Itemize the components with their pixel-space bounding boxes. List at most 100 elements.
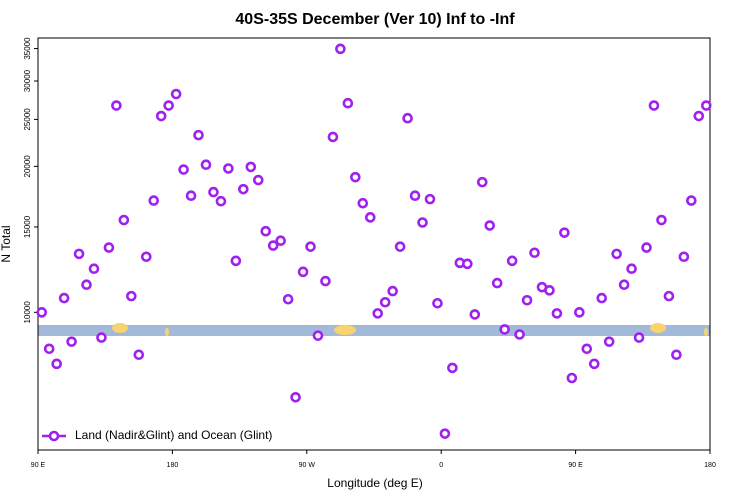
data-point — [170, 88, 182, 100]
data-point — [230, 255, 242, 267]
x-tick-label: 90 E — [568, 462, 583, 469]
data-point — [185, 190, 197, 202]
data-point — [693, 110, 705, 122]
data-point — [335, 43, 346, 55]
y-tick-label: 30000 — [23, 69, 32, 92]
data-point — [611, 248, 622, 260]
data-point — [297, 266, 309, 278]
data-point — [36, 307, 48, 318]
data-point — [178, 164, 189, 175]
chart-title: 40S-35S December (Ver 10) Inf to -Inf — [235, 11, 515, 28]
data-point — [544, 285, 555, 296]
x-tick-label: 180 — [167, 462, 179, 469]
data-point — [559, 227, 570, 238]
data-point — [551, 308, 563, 319]
data-point — [618, 279, 630, 291]
data-point — [305, 241, 316, 252]
data-point — [245, 161, 257, 173]
data-point — [103, 242, 115, 253]
data-point — [663, 290, 675, 302]
data-point — [111, 100, 122, 111]
data-point — [51, 358, 62, 370]
data-point — [641, 242, 652, 253]
data-point — [409, 190, 421, 202]
data-point — [394, 241, 406, 252]
data-point — [73, 248, 85, 260]
data-point — [372, 308, 384, 319]
data-point — [118, 214, 130, 226]
data-point — [200, 159, 212, 171]
data-point — [133, 349, 145, 361]
legend-label: Land (Nadir&Glint) and Ocean (Glint) — [75, 428, 272, 442]
data-point — [208, 186, 219, 198]
data-point — [700, 100, 712, 111]
data-point — [588, 358, 600, 370]
data-point — [678, 251, 690, 263]
data-point — [350, 171, 361, 183]
data-point — [626, 263, 637, 275]
data-point — [364, 212, 376, 223]
data-point — [432, 297, 443, 309]
data-point — [215, 195, 227, 207]
data-point — [320, 275, 331, 287]
data-point — [58, 292, 70, 304]
data-point — [499, 324, 510, 335]
data-point — [275, 235, 286, 247]
x-tick-label: 90 W — [299, 462, 316, 469]
data-point — [648, 100, 660, 111]
data-point — [656, 214, 667, 226]
data-point — [126, 290, 137, 302]
data-point — [327, 131, 339, 143]
data-point — [447, 362, 458, 374]
data-point — [140, 251, 152, 263]
data-point — [342, 97, 354, 109]
data-point — [267, 240, 279, 251]
data-point — [155, 110, 167, 122]
data-point — [81, 279, 92, 291]
data-point — [462, 258, 473, 270]
data-point — [596, 292, 608, 304]
data-point — [66, 336, 77, 347]
y-axis-label: N Total — [0, 225, 13, 262]
map-strip — [38, 323, 710, 336]
data-point — [43, 343, 55, 355]
data-point — [491, 277, 503, 289]
x-axis-label: Longitude (deg E) — [327, 476, 422, 490]
y-tick-label: 10000 — [23, 301, 32, 324]
data-point — [424, 193, 436, 205]
data-point — [574, 307, 585, 318]
data-point — [88, 263, 100, 275]
data-point — [417, 217, 428, 228]
data-point — [96, 332, 107, 343]
data-point — [671, 349, 682, 361]
data-point — [484, 220, 496, 231]
data-point — [357, 197, 369, 209]
data-point — [686, 195, 697, 206]
y-tick-label: 25000 — [23, 108, 32, 131]
data-point — [581, 343, 593, 355]
data-point — [514, 329, 525, 340]
data-point — [223, 163, 234, 174]
data-point — [238, 183, 249, 195]
data-point — [193, 129, 204, 141]
data-point — [566, 372, 578, 384]
plot-frame — [37, 37, 711, 451]
data-point — [603, 336, 615, 347]
data-point — [260, 225, 272, 237]
data-point — [506, 255, 518, 267]
data-point — [529, 247, 540, 259]
x-tick-label: 90 E — [31, 462, 46, 469]
legend-marker — [48, 430, 60, 442]
data-point — [290, 391, 301, 403]
data-point — [439, 428, 451, 439]
data-point — [148, 195, 160, 206]
data-point — [469, 309, 481, 320]
data-point — [312, 330, 324, 341]
data-point — [163, 100, 174, 111]
data-point — [282, 293, 294, 305]
y-tick-label: 20000 — [23, 155, 32, 178]
data-point — [402, 112, 413, 124]
y-tick-label: 15000 — [23, 215, 32, 238]
